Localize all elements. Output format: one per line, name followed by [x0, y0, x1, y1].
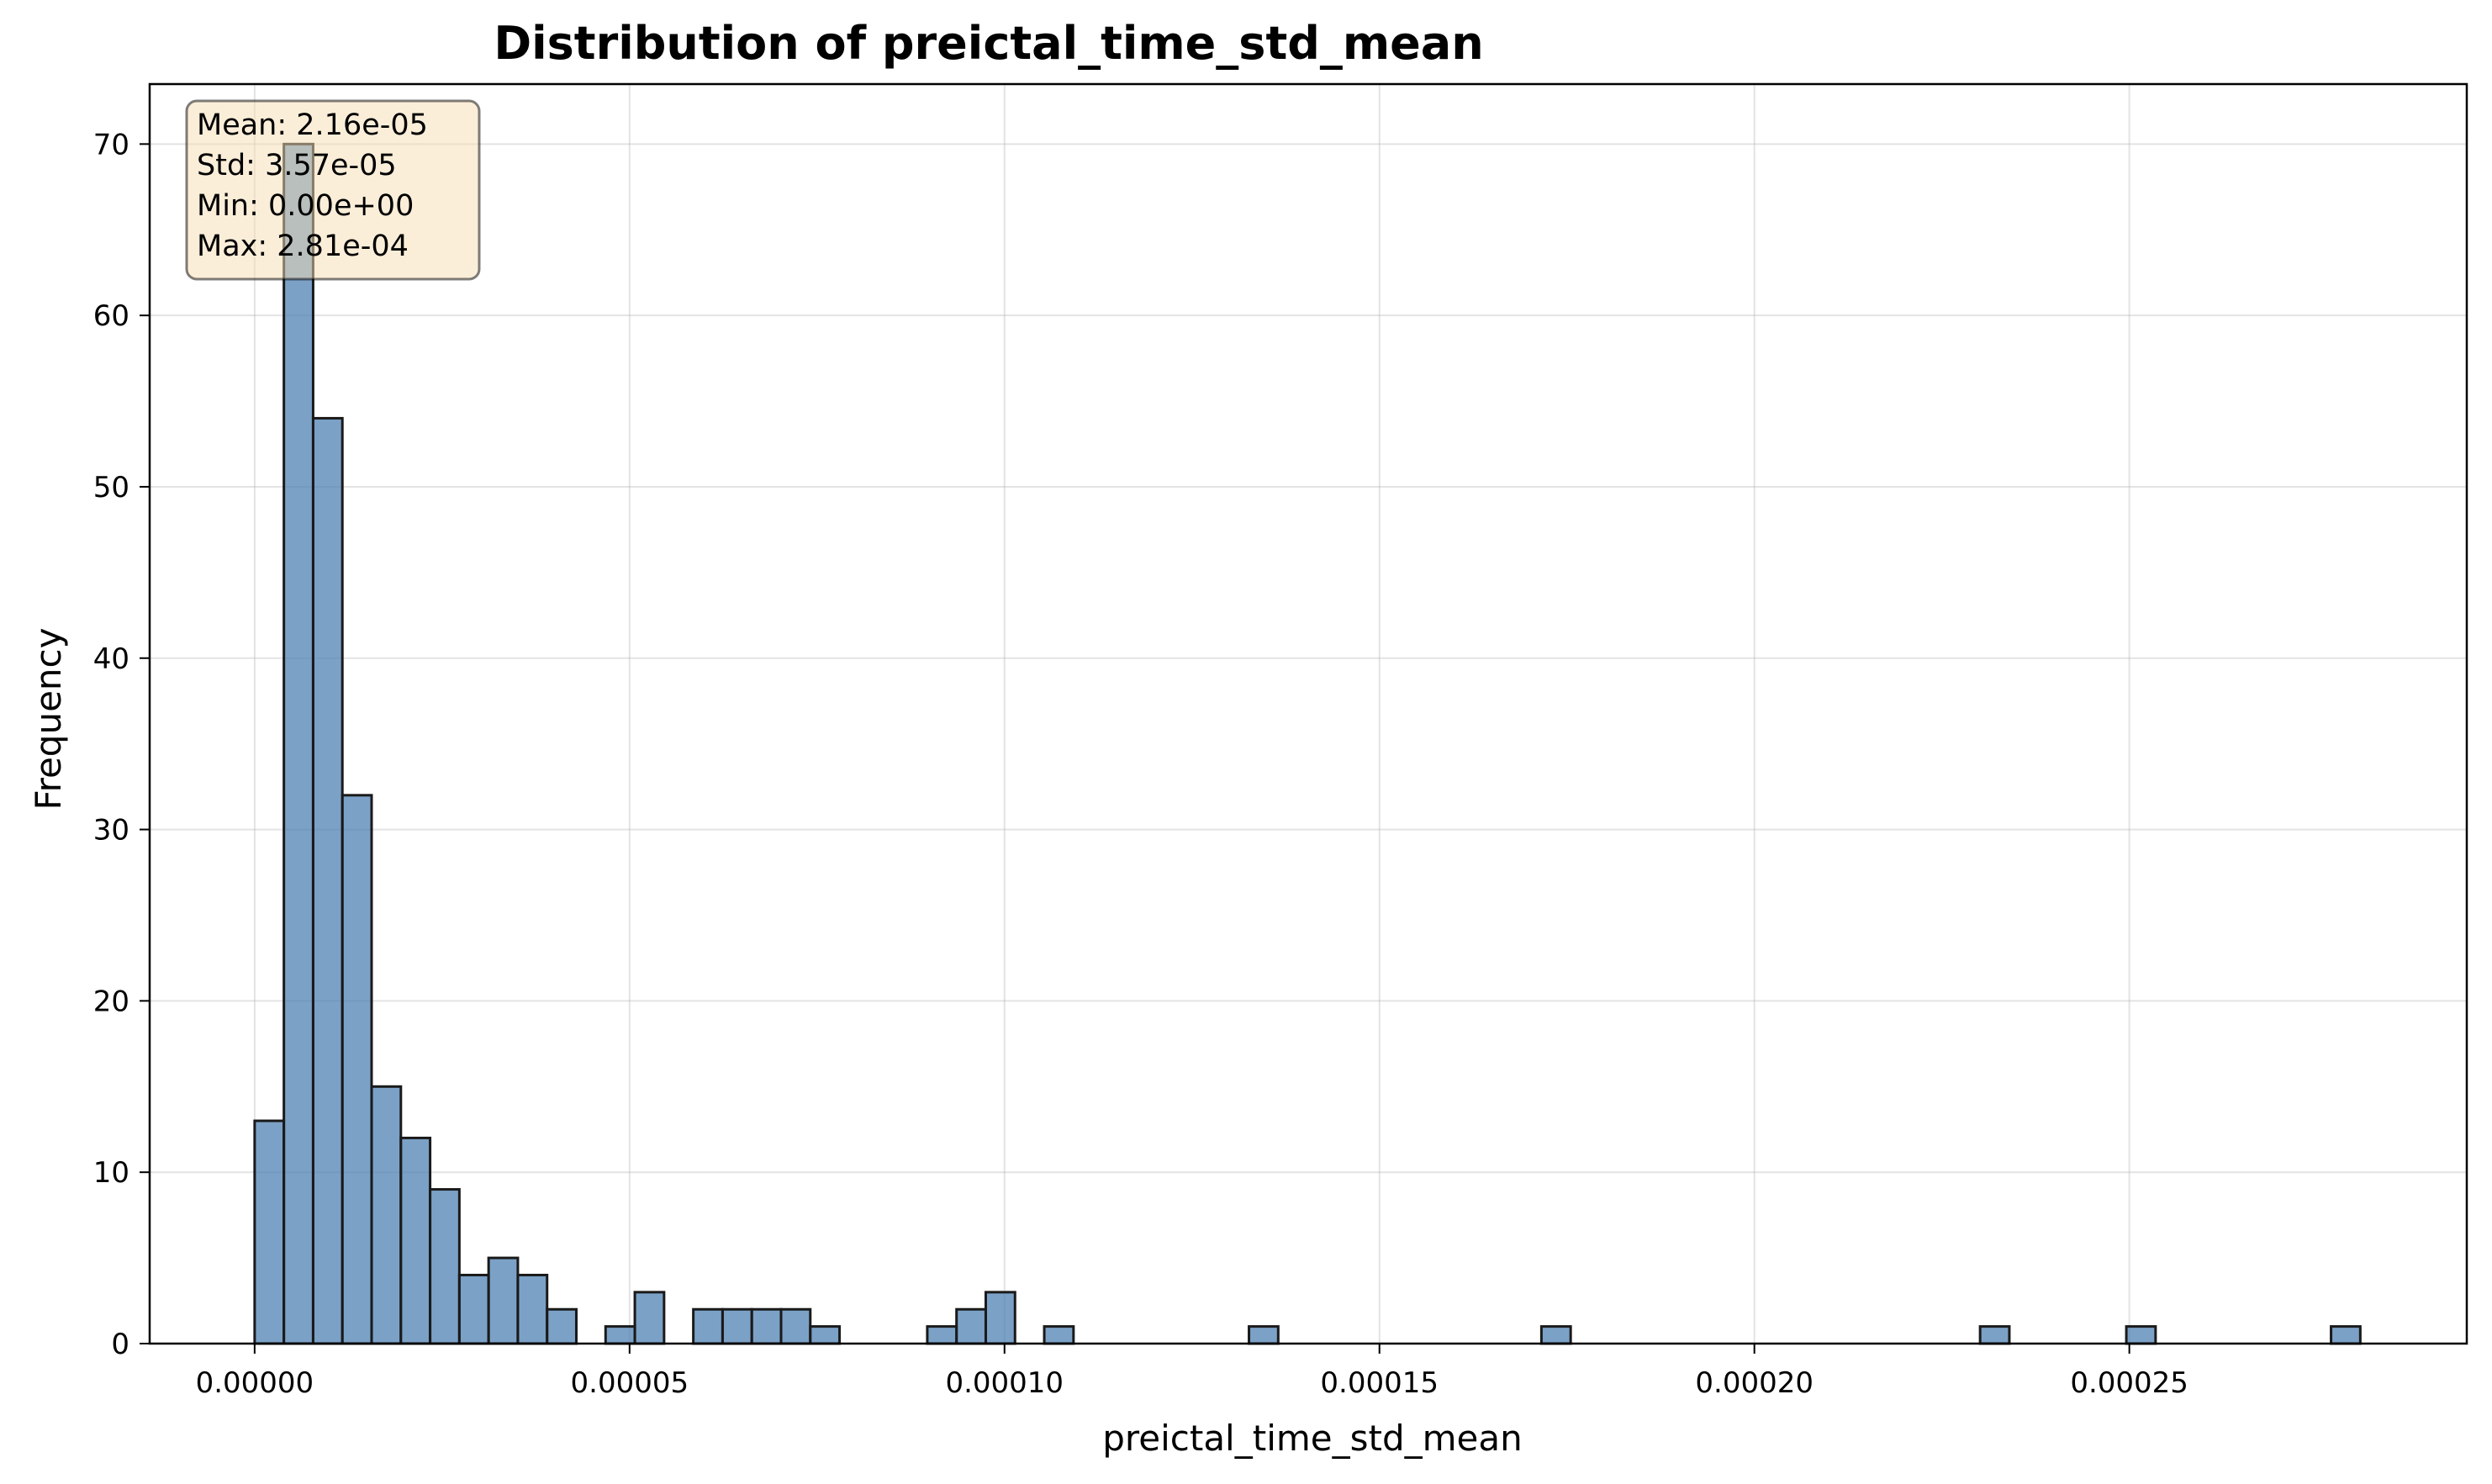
y-tick-label: 40	[93, 642, 129, 676]
histogram-bar	[516, 1273, 549, 1345]
x-tick-label: 0.00000	[196, 1366, 314, 1400]
histogram-bar	[1248, 1325, 1280, 1345]
x-axis-ticks: 0.00000 0.00005 0.00010 0.00015 0.00020 0.000…	[196, 1344, 2188, 1400]
y-tick-label: 10	[93, 1156, 129, 1190]
histogram-bar	[984, 1291, 1016, 1345]
x-tick-label: 0.00015	[1320, 1366, 1439, 1400]
chart-title: Distribution of preictal_time_std_mean	[494, 17, 1483, 70]
histogram-bar	[311, 416, 344, 1345]
histogram-bar	[1539, 1325, 1572, 1345]
histogram-bar	[1043, 1325, 1075, 1345]
stats-line: Max: 2.81e-04	[197, 230, 409, 263]
y-tick-label: 30	[93, 814, 129, 848]
x-tick-label: 0.00020	[1695, 1366, 1814, 1400]
histogram-bar	[2125, 1325, 2157, 1345]
histogram-bar	[2330, 1325, 2362, 1345]
histogram-bar	[341, 794, 373, 1345]
histogram-bar	[399, 1136, 432, 1345]
y-tick-label: 20	[93, 985, 129, 1018]
y-tick-label: 50	[93, 471, 129, 504]
histogram-bars	[253, 142, 2362, 1345]
histogram-bar	[779, 1307, 812, 1345]
histogram-bar	[692, 1307, 724, 1345]
histogram-bar	[926, 1325, 958, 1345]
histogram-bar	[721, 1307, 753, 1345]
y-axis-label: Frequency	[28, 628, 69, 811]
histogram-bar	[253, 1119, 286, 1345]
stats-box: Mean: 2.16e-05 Std: 3.57e-05 Min: 0.00e+00…	[185, 99, 481, 281]
histogram-bar	[370, 1085, 403, 1345]
y-tick-label: 0	[111, 1328, 129, 1361]
plot-frame	[148, 82, 2468, 1345]
histogram-bar	[282, 142, 314, 1345]
y-tick-label: 70	[93, 128, 129, 161]
stats-line: Min: 0.00e+00	[197, 189, 414, 223]
x-tick-label: 0.00025	[2070, 1366, 2188, 1400]
histogram-bar	[633, 1291, 666, 1345]
y-axis-ticks: 0 10 20 30 40 50 60 70	[93, 128, 150, 1361]
histogram-bar	[546, 1307, 578, 1345]
x-tick-label: 0.00010	[945, 1366, 1064, 1400]
histogram-bar	[429, 1188, 461, 1345]
histogram-bar	[1978, 1325, 2011, 1345]
histogram-bar	[604, 1325, 636, 1345]
histogram-bar	[955, 1307, 987, 1345]
y-tick-label: 60	[93, 299, 129, 333]
x-tick-label: 0.00005	[571, 1366, 689, 1400]
histogram-bar	[809, 1325, 842, 1345]
stats-line: Std: 3.57e-05	[197, 149, 397, 182]
histogram-bar	[457, 1273, 490, 1345]
stats-line: Mean: 2.16e-05	[197, 108, 428, 142]
histogram-bar	[487, 1256, 520, 1345]
grid	[150, 84, 2467, 1344]
stats-box-background	[185, 99, 481, 281]
x-axis-label: preictal_time_std_mean	[1102, 1418, 1523, 1459]
histogram-bar	[750, 1307, 783, 1345]
